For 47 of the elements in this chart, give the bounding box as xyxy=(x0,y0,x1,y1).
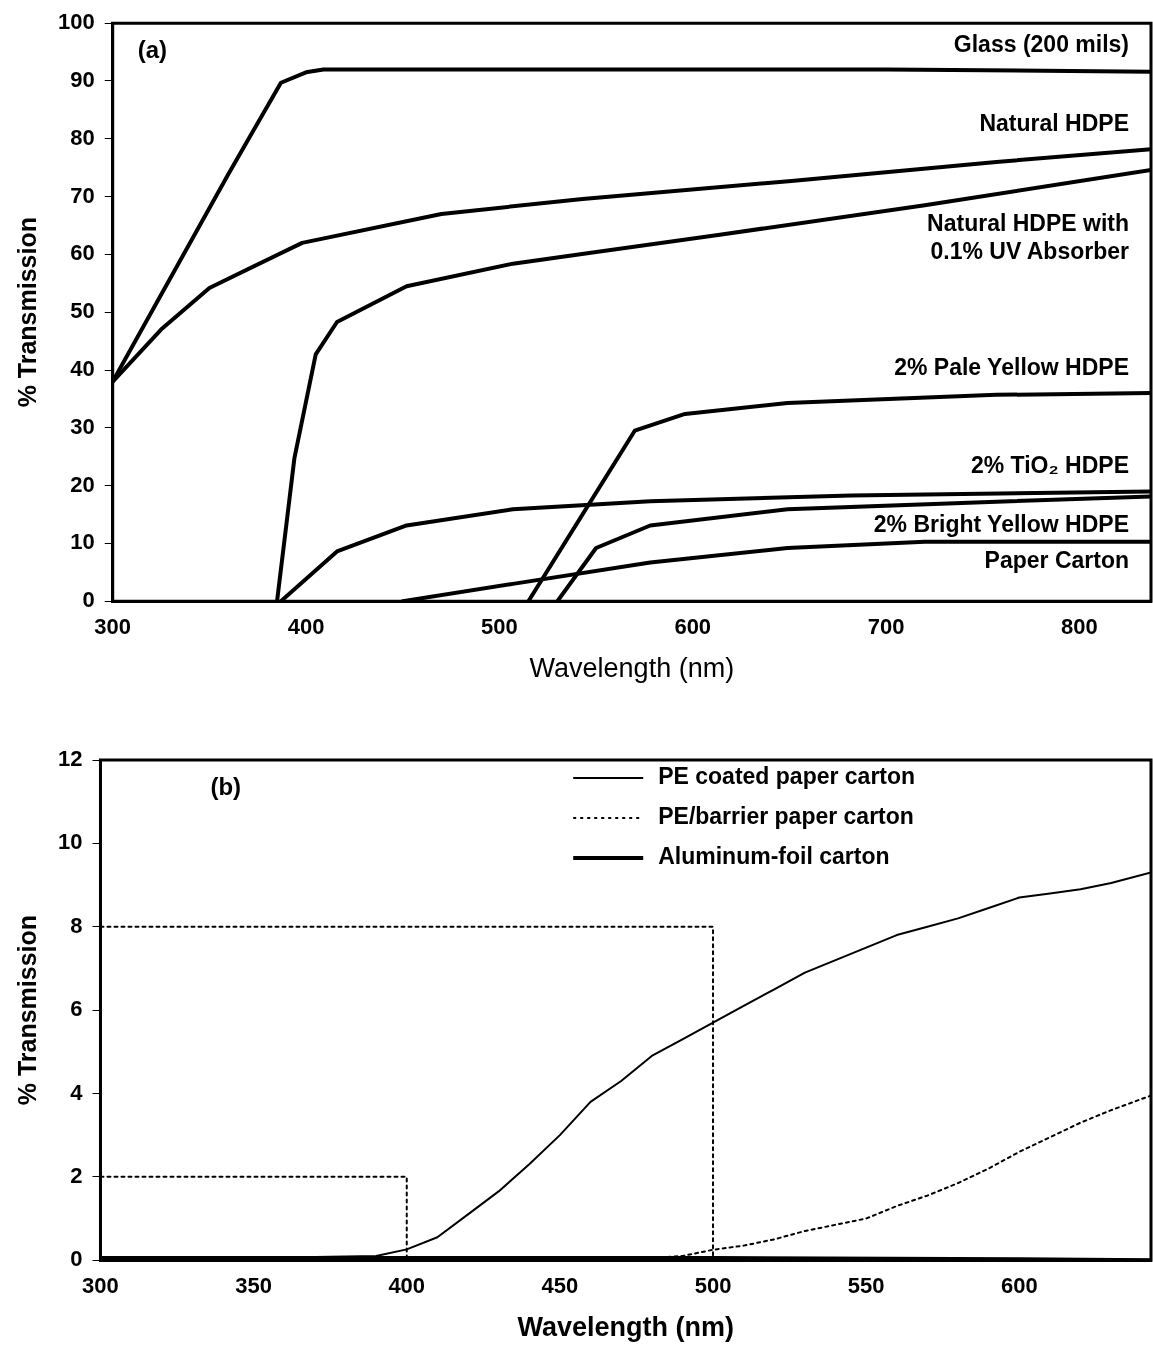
series-label: 2% Bright Yellow HDPE xyxy=(873,511,1129,538)
x-tick-label: 700 xyxy=(867,614,905,640)
series-label: Glass (200 mils) xyxy=(953,30,1129,57)
y-tick-label: 40 xyxy=(70,356,95,382)
annotation: (b) xyxy=(210,772,242,800)
x-axis-title: Wavelength (nm) xyxy=(529,653,735,684)
x-tick-label: 400 xyxy=(388,1273,426,1299)
legend-label: PE/barrier paper carton xyxy=(658,803,914,830)
annotation: (a) xyxy=(137,35,168,63)
y-tick-label: 90 xyxy=(70,67,95,93)
series-label: Natural HDPE with 0.1% UV Absorber xyxy=(927,209,1130,264)
y-tick-label: 0 xyxy=(82,587,95,613)
x-tick-label: 350 xyxy=(235,1273,272,1299)
y-axis-title: % Transmission xyxy=(12,914,41,1106)
y-tick-label: 100 xyxy=(57,9,95,35)
y-tick-label: 4 xyxy=(70,1079,84,1105)
y-tick-label: 60 xyxy=(70,240,95,266)
series-label: Paper Carton xyxy=(984,546,1129,573)
y-tick-label: 0 xyxy=(70,1246,83,1272)
x-tick-label: 500 xyxy=(694,1273,732,1299)
y-tick-label: 10 xyxy=(57,829,83,855)
y-tick-label: 6 xyxy=(70,996,83,1022)
x-axis-title: Wavelength (nm) xyxy=(517,1312,734,1343)
y-tick-label: 2 xyxy=(70,1162,83,1188)
series-label: Natural HDPE xyxy=(979,110,1129,137)
y-tick-label: 10 xyxy=(70,529,95,555)
x-tick-label: 600 xyxy=(1000,1273,1038,1299)
x-tick-label: 300 xyxy=(82,1273,119,1299)
x-tick-label: 300 xyxy=(94,614,132,640)
y-axis-title: % Transmission xyxy=(12,217,41,408)
y-tick-label: 80 xyxy=(70,124,95,150)
y-tick-label: 8 xyxy=(70,912,83,938)
x-tick-label: 800 xyxy=(1061,614,1098,640)
y-tick-label: 30 xyxy=(70,413,95,439)
y-tick-label: 20 xyxy=(70,471,95,497)
y-tick-label: 70 xyxy=(70,182,95,208)
series-label: 2% Pale Yellow HDPE xyxy=(894,353,1129,380)
y-tick-label: 12 xyxy=(57,746,83,772)
legend-label: PE coated paper carton xyxy=(658,763,916,790)
x-tick-label: 400 xyxy=(287,614,325,640)
x-tick-label: 600 xyxy=(674,614,712,640)
legend-label: Aluminum-foil carton xyxy=(658,843,890,870)
x-tick-label: 550 xyxy=(847,1273,885,1299)
x-tick-label: 450 xyxy=(541,1273,579,1299)
series-label: 2% TiO₂ HDPE xyxy=(970,452,1129,479)
x-tick-label: 500 xyxy=(481,614,518,640)
y-tick-label: 50 xyxy=(70,298,95,324)
